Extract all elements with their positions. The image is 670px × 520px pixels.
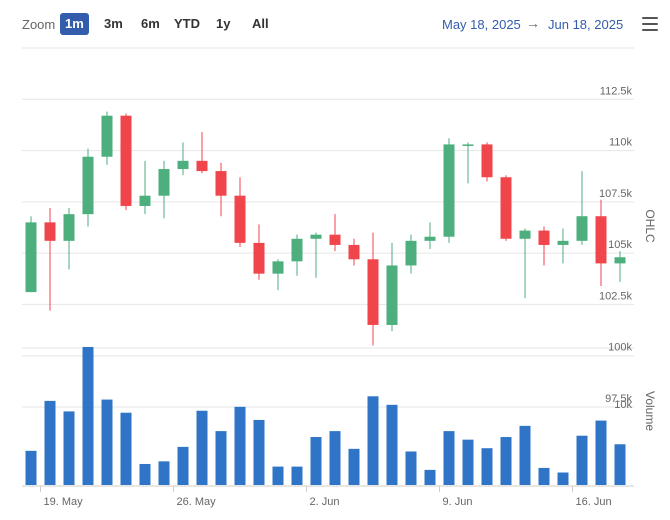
candle-body bbox=[576, 216, 588, 241]
candle-body bbox=[139, 195, 151, 206]
candle-body bbox=[272, 261, 284, 274]
zoom-button-1y[interactable]: 1y bbox=[216, 16, 231, 31]
volume-bar bbox=[519, 425, 531, 485]
price-tick-label: 97.5k bbox=[605, 393, 632, 405]
zoom-button-1m[interactable]: 1m bbox=[60, 13, 89, 35]
candle-body bbox=[291, 238, 303, 262]
candle-body bbox=[253, 242, 265, 274]
hamburger-menu-icon[interactable] bbox=[642, 17, 658, 31]
volume-bar bbox=[82, 347, 94, 485]
volume-bar bbox=[443, 431, 455, 485]
candle-body bbox=[101, 115, 113, 157]
candle-body bbox=[310, 234, 322, 239]
volume-bar bbox=[158, 461, 170, 485]
axes: 97.5k 100k 102.5k 105k 107.5k 110k 112.5k 10k 19… bbox=[22, 85, 634, 508]
volume-tick-label: 10k bbox=[614, 399, 632, 411]
volume-bar bbox=[557, 472, 569, 485]
candle-body bbox=[82, 156, 94, 215]
price-tick-label: 107.5k bbox=[599, 188, 633, 200]
candle-body bbox=[386, 265, 398, 325]
zoom-button-6m[interactable]: 6m bbox=[141, 16, 160, 31]
volume-bar bbox=[196, 410, 208, 485]
candle-body bbox=[500, 177, 512, 239]
volume-bar bbox=[538, 467, 550, 485]
zoom-button-3m[interactable]: 3m bbox=[104, 16, 123, 31]
price-tick-label: 112.5k bbox=[600, 85, 633, 97]
volume-bars bbox=[25, 347, 626, 485]
date-range-from[interactable]: May 18, 2025 bbox=[442, 17, 521, 32]
volume-bar bbox=[367, 396, 379, 485]
candle-body bbox=[25, 222, 37, 293]
x-tick-label: 9. Jun bbox=[443, 496, 473, 508]
chart-toolbar: Zoom 1m 3m 6m YTD 1y All May 18, 2025 → … bbox=[0, 0, 670, 50]
volume-bar bbox=[595, 420, 607, 485]
candle-body bbox=[63, 214, 75, 241]
date-range-arrow: → bbox=[526, 15, 540, 31]
price-axis-title: OHLC bbox=[643, 209, 657, 243]
price-tick-label: 100k bbox=[608, 342, 632, 354]
zoom-button-ytd[interactable]: YTD bbox=[174, 16, 200, 31]
candle-body bbox=[196, 160, 208, 172]
candle-body bbox=[557, 240, 569, 245]
candle-body bbox=[424, 236, 436, 241]
volume-bar bbox=[101, 399, 113, 485]
volume-axis-title: Volume bbox=[643, 391, 657, 431]
candle-body bbox=[120, 115, 132, 206]
volume-bar bbox=[120, 412, 132, 485]
x-tick-label: 16. Jun bbox=[576, 496, 612, 508]
price-tick-label: 110k bbox=[609, 137, 633, 149]
candle-body bbox=[329, 234, 341, 245]
volume-bar bbox=[215, 431, 227, 485]
candle-body bbox=[44, 222, 56, 241]
candle-body bbox=[215, 171, 227, 196]
ohlc-candles bbox=[25, 111, 626, 346]
candle-body bbox=[348, 244, 360, 260]
candle-body bbox=[405, 240, 417, 266]
grid-lines bbox=[22, 47, 634, 408]
volume-bar bbox=[177, 446, 189, 485]
volume-bar bbox=[386, 404, 398, 485]
candle-body bbox=[595, 216, 607, 264]
candle-body bbox=[158, 169, 170, 196]
candle-body bbox=[481, 144, 493, 178]
candle-body bbox=[614, 257, 626, 264]
volume-bar bbox=[424, 469, 436, 485]
volume-bar bbox=[310, 437, 322, 485]
volume-bar bbox=[500, 437, 512, 485]
volume-bar bbox=[272, 466, 284, 485]
zoom-label: Zoom bbox=[22, 17, 56, 32]
volume-bar bbox=[348, 448, 360, 485]
candle-body bbox=[234, 195, 246, 243]
candle-body bbox=[443, 144, 455, 237]
volume-bar bbox=[234, 406, 246, 485]
volume-bar bbox=[329, 431, 341, 485]
volume-bar bbox=[481, 448, 493, 485]
volume-bar bbox=[576, 435, 588, 485]
candle-body bbox=[519, 230, 531, 239]
date-range-to[interactable]: Jun 18, 2025 bbox=[548, 17, 624, 32]
candle-body bbox=[538, 230, 550, 245]
x-tick-label: 2. Jun bbox=[310, 496, 340, 508]
price-tick-label: 105k bbox=[608, 239, 632, 251]
volume-bar bbox=[291, 466, 303, 485]
candle-body bbox=[177, 160, 189, 170]
volume-bar bbox=[63, 411, 75, 485]
volume-bar bbox=[405, 451, 417, 485]
volume-bar bbox=[614, 444, 626, 485]
volume-bar bbox=[25, 450, 37, 485]
zoom-button-all[interactable]: All bbox=[252, 16, 269, 31]
candle-body bbox=[462, 144, 474, 146]
volume-bar bbox=[139, 463, 151, 485]
price-tick-label: 102.5k bbox=[599, 290, 633, 302]
volume-bar bbox=[253, 419, 265, 485]
x-tick-label: 19. May bbox=[44, 496, 84, 508]
x-tick-label: 26. May bbox=[177, 496, 217, 508]
volume-bar bbox=[44, 400, 56, 485]
candle-body bbox=[367, 259, 379, 325]
volume-bar bbox=[462, 439, 474, 485]
